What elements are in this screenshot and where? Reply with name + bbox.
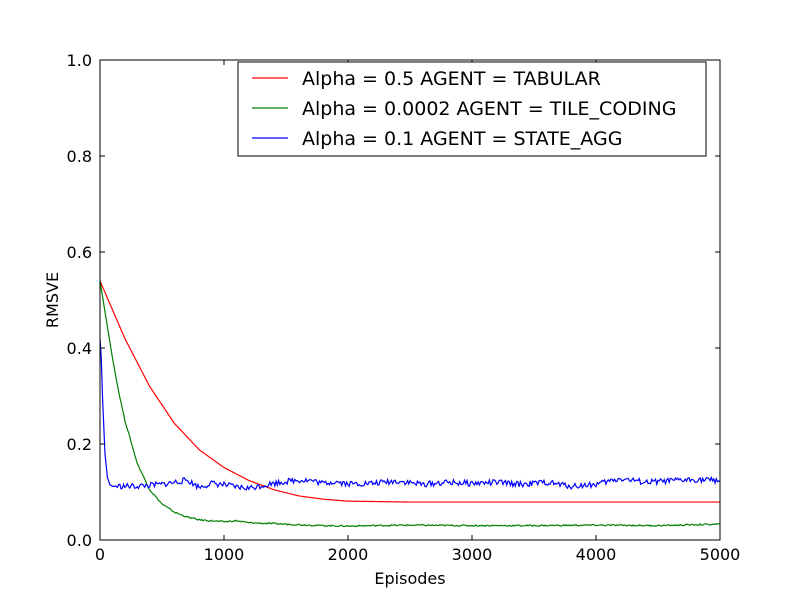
x-tick-label: 0 [95, 545, 105, 564]
y-tick-label: 1.0 [67, 51, 92, 70]
series-line-0 [100, 280, 720, 503]
legend: Alpha = 0.5 AGENT = TABULAR Alpha = 0.000… [237, 61, 707, 157]
x-tick-label: 2000 [328, 545, 369, 564]
x-tick-label: 4000 [576, 545, 617, 564]
x-axis-label: Episodes [374, 569, 445, 588]
legend-box [237, 61, 707, 157]
plot-frame [99, 59, 721, 541]
legend-label: Alpha = 0.0002 AGENT = TILE_CODING [302, 98, 676, 120]
y-tick-label: 0.0 [67, 531, 92, 550]
series-line-1 [100, 280, 720, 528]
y-tick-label: 0.2 [67, 435, 92, 454]
y-axis-label: RMSVE [43, 272, 62, 328]
x-tick-label: 5000 [700, 545, 741, 564]
series-line-2 [100, 338, 720, 491]
y-tick-label: 0.8 [67, 147, 92, 166]
x-tick-label: 3000 [452, 545, 493, 564]
legend-label: Alpha = 0.1 AGENT = STATE_AGG [302, 128, 622, 150]
x-tick-label: 1000 [204, 545, 245, 564]
legend-label: Alpha = 0.5 AGENT = TABULAR [302, 68, 601, 90]
y-tick-label: 0.6 [67, 243, 92, 262]
y-tick-label: 0.4 [67, 339, 92, 358]
